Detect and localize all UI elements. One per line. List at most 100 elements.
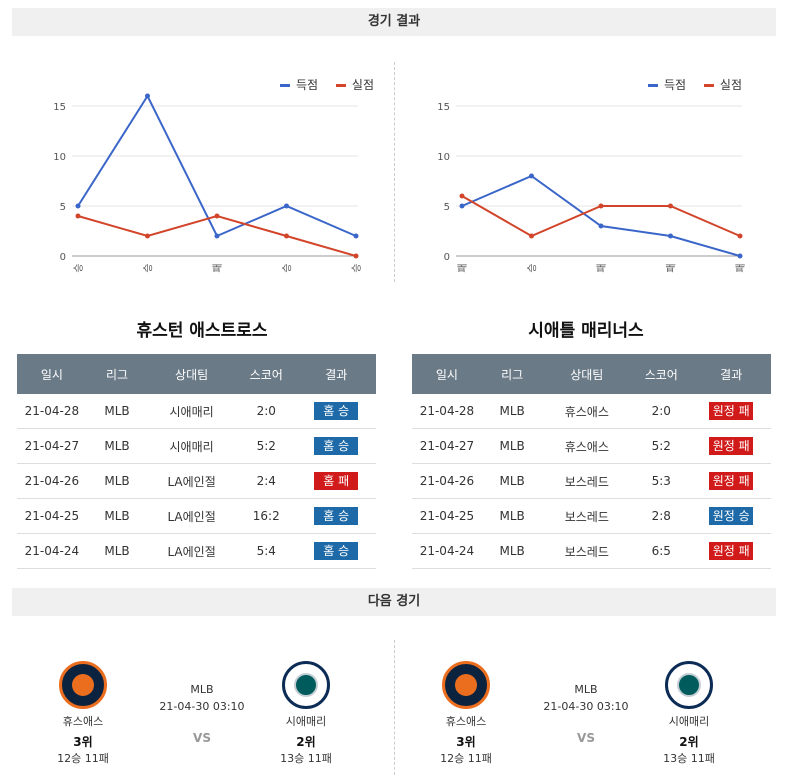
cell-date: 21-04-27 [17, 428, 87, 464]
data-point [598, 223, 604, 229]
cell-opponent: LA에인절 [147, 463, 236, 499]
cell-league: MLB [86, 533, 148, 569]
data-point [284, 233, 289, 239]
x-tick-label: 승 [73, 263, 85, 272]
mariners-logo-icon [282, 661, 330, 709]
home-team-record: 12승 11패 [440, 752, 492, 765]
away-team: 시애매리 2위 13승 11패 [644, 661, 734, 766]
data-point [75, 203, 81, 209]
col-score: 스코어 [631, 354, 692, 394]
cell-result: 홈 승 [296, 533, 376, 569]
scored-legend-label: 득점 [295, 78, 319, 92]
table-row: 21-04-25 MLB 보스레드 2:8 원정 승 [412, 498, 771, 534]
away-team-rank: 2위 [296, 735, 316, 749]
series-line [461, 195, 741, 238]
cell-score: 16:2 [235, 498, 297, 534]
cell-result: 원정 패 [691, 463, 771, 499]
data-point [737, 253, 743, 259]
col-league: 리그 [86, 354, 148, 394]
next-games-divider [394, 640, 395, 775]
cell-opponent: 보스레드 [542, 498, 632, 534]
cell-date: 21-04-24 [17, 533, 87, 569]
result-badge: 원정 패 [709, 402, 754, 420]
chart-legend: 득점 실점 [266, 76, 374, 93]
away-team: 시애매리 2위 13승 11패 [261, 661, 351, 766]
game-info: MLB 21-04-30 03:10 [526, 683, 646, 713]
next-game-card[interactable]: 휴스애스 3위 12승 11패 MLB 21-04-30 03:10 VS 시애… [396, 655, 776, 765]
data-point [75, 213, 81, 219]
data-point [459, 203, 465, 209]
data-point [668, 203, 673, 209]
cell-opponent: 보스레드 [542, 463, 632, 499]
results-section-header: 경기 결과 [12, 8, 776, 36]
cell-league: MLB [86, 394, 148, 429]
col-result: 결과 [296, 354, 376, 394]
cell-opponent: 시애매리 [147, 428, 236, 464]
x-tick-label: 패 [212, 263, 224, 272]
data-point [737, 233, 743, 239]
cell-opponent: 휴스애스 [542, 428, 632, 464]
y-tick-label: 10 [437, 152, 450, 163]
cell-date: 21-04-26 [17, 463, 87, 499]
col-result: 결과 [691, 354, 771, 394]
away-team-name: 시애매리 [668, 715, 710, 728]
cell-league: MLB [481, 533, 543, 569]
cell-date: 21-04-24 [412, 533, 482, 569]
col-date: 일시 [412, 354, 482, 394]
table-row: 21-04-26 MLB 보스레드 5:3 원정 패 [412, 463, 771, 499]
y-tick-label: 5 [60, 202, 66, 213]
x-tick-label: 승 [351, 263, 363, 272]
data-point [668, 233, 673, 239]
cell-date: 21-04-25 [412, 498, 482, 534]
chart-houston-svg: 0 5 10 15 승 승 패 승 승 [53, 93, 363, 273]
cell-result: 홈 승 [296, 394, 376, 429]
y-tick-label: 15 [437, 102, 450, 113]
cell-score: 5:3 [631, 463, 692, 499]
cell-league: MLB [481, 498, 543, 534]
result-badge: 홈 승 [314, 507, 359, 525]
mariners-logo-icon [665, 661, 713, 709]
away-team-record: 13승 11패 [663, 752, 715, 765]
x-tick-label: 패 [735, 263, 747, 272]
home-team-rank: 3위 [73, 735, 93, 749]
data-point [353, 233, 359, 239]
cell-date: 21-04-26 [412, 463, 482, 499]
data-point [145, 233, 150, 239]
y-tick-label: 0 [60, 252, 66, 263]
series-line [461, 174, 741, 257]
cell-league: MLB [481, 394, 543, 429]
cell-score: 5:4 [235, 533, 297, 569]
astros-logo-icon [59, 661, 107, 709]
cell-score: 2:4 [235, 463, 297, 499]
cell-result: 원정 패 [691, 533, 771, 569]
cell-date: 21-04-28 [17, 394, 87, 429]
table-row: 21-04-24 MLB LA에인절 5:4 홈 승 [17, 533, 376, 569]
cell-date: 21-04-25 [17, 498, 87, 534]
allowed-legend-swatch [703, 84, 714, 87]
y-tick-label: 5 [444, 202, 450, 213]
data-point [214, 233, 220, 239]
cell-result: 원정 패 [691, 428, 771, 464]
y-tick-label: 15 [53, 102, 66, 113]
game-datetime: 21-04-30 03:10 [159, 700, 245, 713]
table-row: 21-04-28 MLB 시애매리 2:0 홈 승 [17, 394, 376, 429]
cell-score: 2:0 [235, 394, 297, 429]
home-team-record: 12승 11패 [57, 752, 109, 765]
scored-legend-swatch [647, 84, 658, 87]
next-game-card[interactable]: 휴스애스 3위 12승 11패 MLB 21-04-30 03:10 VS 시애… [12, 655, 392, 765]
cell-date: 21-04-27 [412, 428, 482, 464]
result-badge: 홈 승 [314, 542, 359, 560]
home-team-name: 휴스애스 [445, 715, 487, 728]
game-datetime: 21-04-30 03:10 [543, 700, 629, 713]
cell-score: 6:5 [631, 533, 692, 569]
away-team-record: 13승 11패 [280, 752, 332, 765]
vs-label: VS [193, 731, 211, 745]
cell-result: 원정 패 [691, 394, 771, 429]
chart-seattle: 득점 실점 0 5 10 15 패 승 패 패 패 [396, 60, 776, 280]
x-tick-label: 패 [457, 263, 469, 272]
home-team: 휴스애스 3위 12승 11패 [38, 661, 128, 766]
away-team-name: 시애매리 [285, 715, 327, 728]
result-badge: 원정 패 [709, 472, 754, 490]
data-point [598, 203, 604, 209]
cell-score: 5:2 [631, 428, 692, 464]
